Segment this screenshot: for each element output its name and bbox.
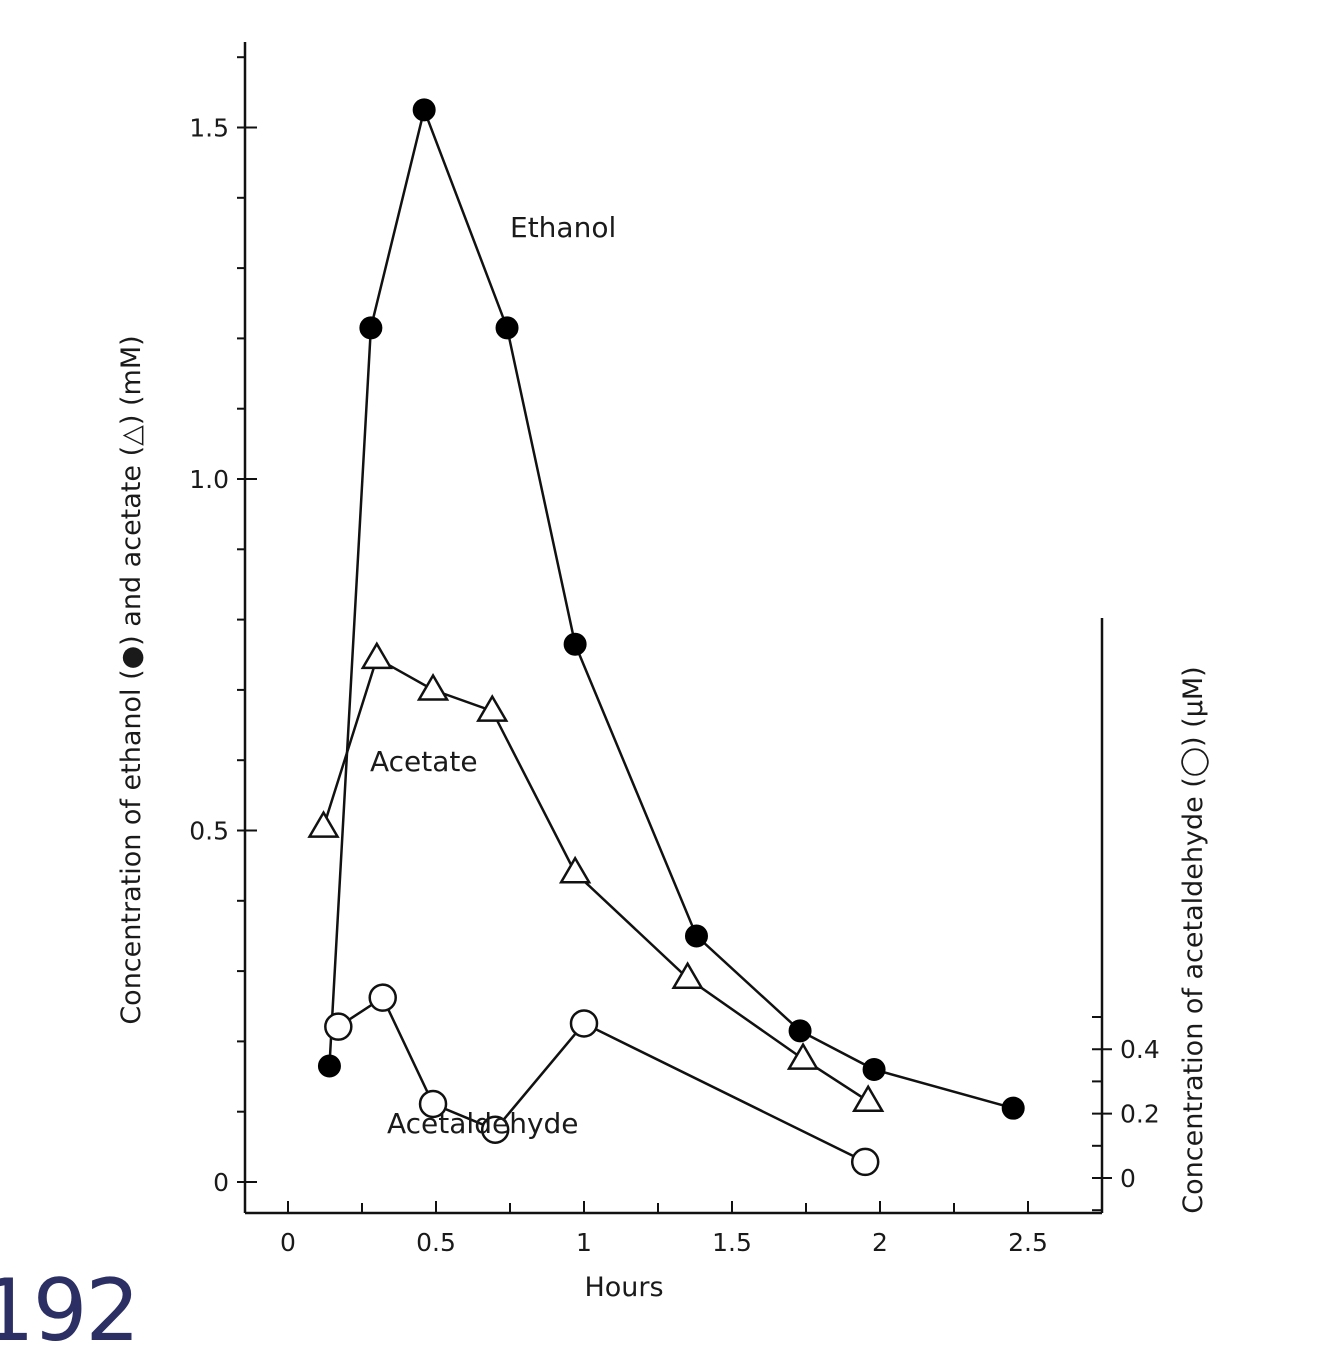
- ethanol-point: [412, 98, 436, 122]
- y2-tick-label: 0: [1120, 1164, 1136, 1193]
- acetaldehyde-point: [850, 1147, 880, 1177]
- x-tick-label: 1: [576, 1228, 592, 1257]
- y-axis-title: Concentration of ethanol (●) and acetate…: [116, 335, 147, 1024]
- ethanol-label: Ethanol: [510, 211, 616, 244]
- acetaldehyde-point: [324, 1012, 353, 1041]
- ethanol-point: [563, 632, 587, 656]
- x-tick-label: 0.5: [416, 1228, 456, 1257]
- watermark-logo: 192: [0, 1261, 140, 1361]
- acetate-point: [786, 1042, 820, 1070]
- x-tick-label: 2.5: [1008, 1228, 1048, 1257]
- ethanol-line: [328, 105, 1014, 1110]
- x-tick-label: 2: [872, 1228, 888, 1257]
- ethanol-point: [359, 316, 383, 340]
- acetate-point: [416, 673, 450, 701]
- y-tick-label: 1.5: [189, 114, 229, 143]
- acetate-label: Acetate: [370, 745, 478, 778]
- ethanol-point: [1001, 1096, 1025, 1120]
- x-tick-label: 0: [280, 1228, 296, 1257]
- y2-tick-label: 0.2: [1120, 1100, 1160, 1129]
- x-tick-label: 1.5: [712, 1228, 752, 1257]
- ethanol-point: [862, 1058, 886, 1082]
- y-tick-label: 0.5: [189, 817, 229, 846]
- acetate-point: [671, 961, 704, 989]
- acetaldehyde-point: [368, 983, 397, 1012]
- ethanol-point: [684, 924, 708, 948]
- y2-axis-title: Concentration of acetaldehyde (◯) (µM): [1178, 666, 1209, 1213]
- acetaldehyde-point: [418, 1089, 448, 1119]
- acetaldehyde-point: [569, 1009, 599, 1038]
- acetate-point: [558, 855, 592, 884]
- series-lines: [322, 105, 1014, 1164]
- acetate-line: [322, 656, 869, 1103]
- labels: Ethanol Acetate Acetaldehyde Hours Conce…: [116, 211, 1209, 1303]
- ethanol-point: [788, 1019, 812, 1043]
- y-tick-label: 1.0: [189, 465, 229, 494]
- ethanol-point: [495, 316, 519, 340]
- acetate-point: [476, 694, 509, 722]
- ethanol-point: [317, 1054, 341, 1078]
- acetate-point: [307, 810, 340, 838]
- acetaldehyde-point: [480, 1115, 510, 1144]
- acetaldehyde-label: Acetaldehyde: [387, 1107, 579, 1140]
- x-axis-title: Hours: [584, 1272, 663, 1303]
- y2-tick-label: 0.4: [1120, 1035, 1160, 1064]
- markers: [307, 98, 1025, 1177]
- acetate-point: [360, 641, 393, 670]
- y-tick-label: 0: [213, 1168, 229, 1197]
- acetate-point: [851, 1084, 885, 1113]
- axes: 0 0.5 1 1.5 2 2.5 0 0.5 1.0 1.5 0 0.2 0.4: [189, 42, 1160, 1257]
